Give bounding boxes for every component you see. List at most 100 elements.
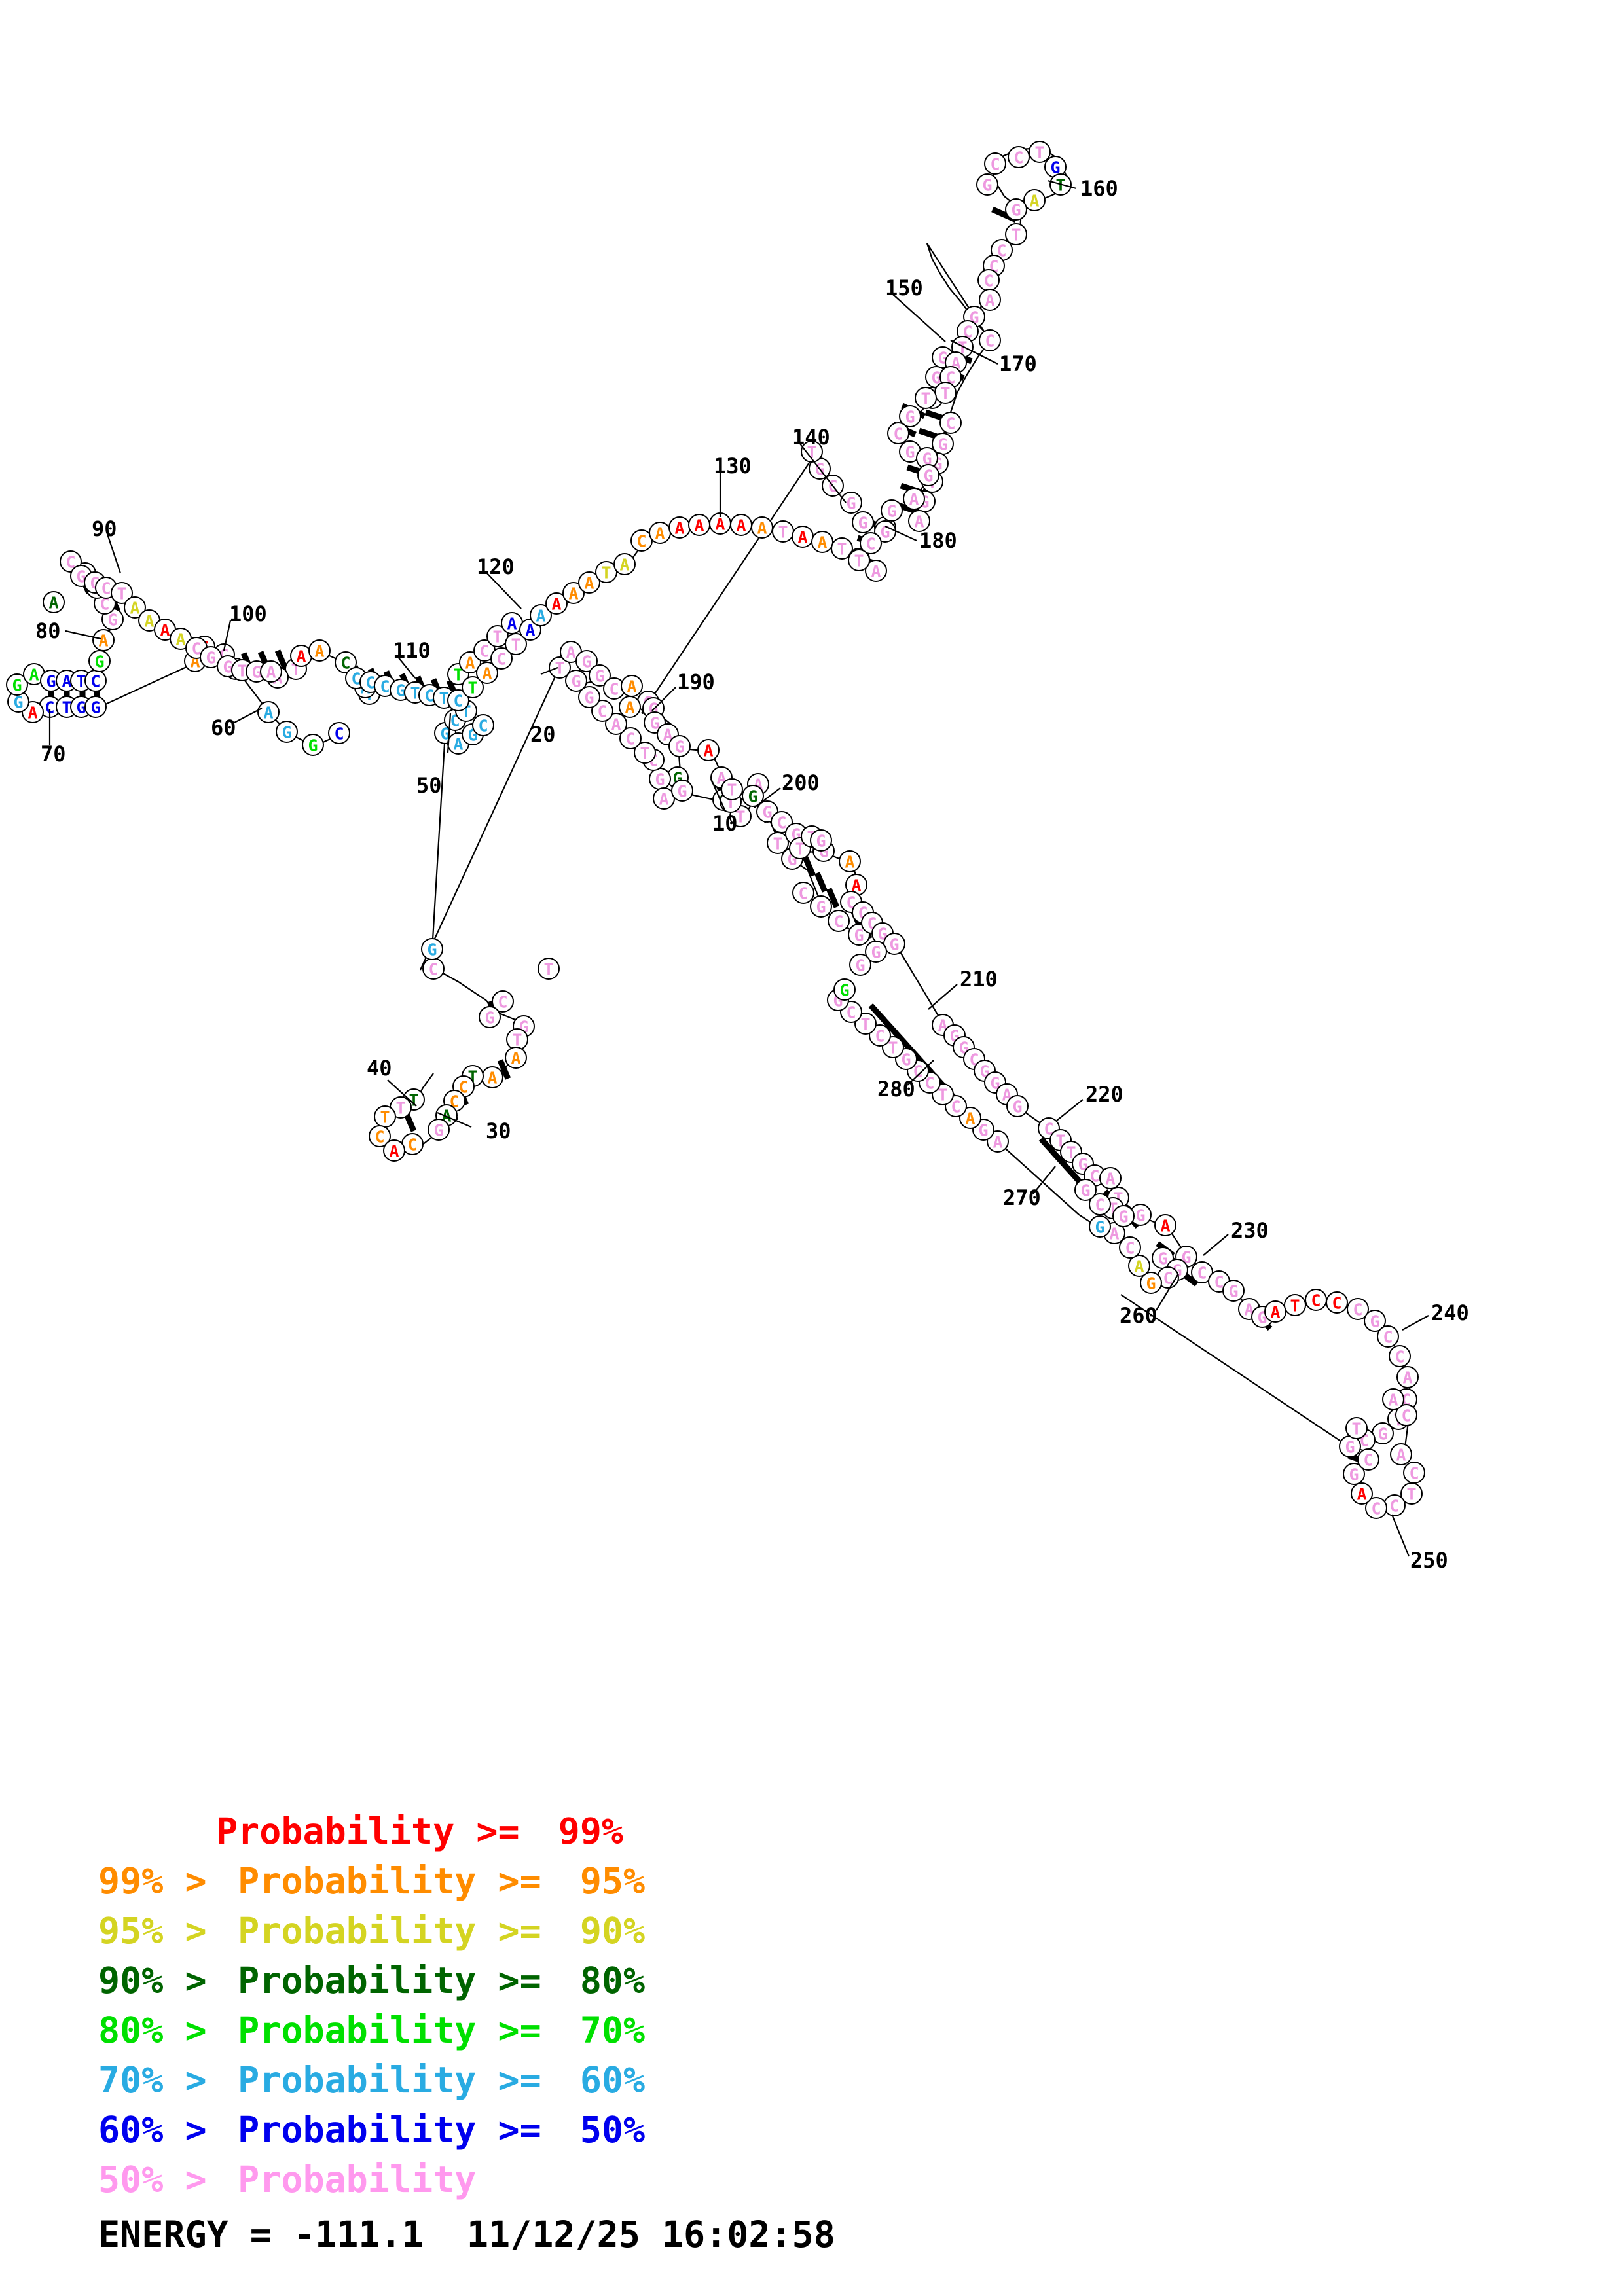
nucleotide-89: A [43,591,65,613]
nucleotide-letter: A [851,876,861,895]
nucleotide-letter: A [1402,1369,1412,1388]
nucleotide-letter: G [1370,1312,1379,1331]
nucleotide-129: A [688,514,710,536]
nucleotide-254: G [1339,1435,1361,1458]
nucleotide-217: G [1006,1095,1029,1117]
svg-text:180: 180 [919,528,957,553]
nucleotide-letter: C [101,579,111,598]
nucleotide-132: A [751,516,773,539]
nucleotide-125: A [613,553,636,575]
probability-legend: Probability >= 99% 99% > Probability >= 9… [0,1806,1623,2204]
nucleotide-255: T [1345,1417,1368,1439]
nucleotide-285: G [833,978,856,1001]
nucleotide-256: C [1395,1404,1417,1426]
nucleotide-letter: C [846,1003,856,1022]
nucleotide-letter: C [453,692,463,711]
nucleotide-letter: G [905,443,915,462]
svg-text:240: 240 [1431,1300,1469,1325]
nucleotide-letter: A [1388,1391,1398,1410]
nucleotide-180: A [903,488,925,510]
nucleotide-183: C [860,532,882,554]
nucleotide-239: C [1377,1325,1399,1348]
nucleotide-letter: G [748,787,757,806]
nucleotide-letter: G [655,770,665,789]
nucleotide-167: A [979,289,1001,311]
legend-row-1: 99% > Probability >= 95% [0,1856,1623,1906]
svg-text:110: 110 [393,638,431,663]
legend-row-0: Probability >= 99% [0,1806,1623,1856]
nucleotide-93: T [111,582,133,604]
nucleotide-letter: A [566,643,575,662]
nucleotide-150: G [932,433,954,455]
nucleotide-letter: C [913,1062,922,1081]
nucleotide-letter: C [1371,1499,1381,1518]
nucleotide-letter: T [467,679,477,698]
nucleotide-61: G [276,721,298,743]
nucleotide-234: T [1284,1294,1306,1316]
nucleotide-letter: A [507,615,517,634]
nucleotide-letter: G [1349,1465,1359,1484]
nucleotide-81: C [84,670,107,692]
nucleotide-letter: C [985,332,994,351]
nucleotide-letter: G [905,408,915,427]
nucleotide-letter: C [1383,1328,1393,1347]
nucleotide-letter: C [478,717,488,736]
nucleotide-letter: G [886,502,896,521]
nucleotide-letter: A [551,595,561,614]
nucleotide-letter: C [636,532,646,551]
legend-left-bound: 50% > [98,2159,207,2200]
nucleotide-letter: C [1363,1451,1373,1470]
nucleotide-letter: G [922,450,932,469]
nucleotide-letter: C [609,680,619,699]
nucleotide-letter: C [479,642,489,661]
legend-probability-text: Probability >= [216,1810,541,1852]
nucleotide-46: G [421,938,443,960]
nucleotide-letter: C [374,1128,384,1147]
nucleotide-letter: A [482,664,492,683]
nucleotide-191: G [668,735,691,757]
nucleotide-16: A [605,713,627,735]
nucleotide-letter: T [453,666,463,685]
nucleotide-252: G [1343,1463,1365,1485]
nucleotide-letter: G [90,698,100,717]
nucleotide-letter: C [983,272,993,291]
nucleotide-95: A [138,609,160,632]
nucleotide-279: C [869,1024,891,1047]
nucleotide-283: G [865,941,887,963]
nucleotide-letter: T [543,960,553,979]
nucleotide-270: A [987,1130,1009,1153]
nucleotide-letter: T [807,443,816,462]
legend-right-bound: 99% [558,1810,624,1852]
nucleotide-letter: C [1044,1120,1053,1139]
nucleotide-letter: T [1351,1420,1361,1439]
nucleotide-258: G [1152,1247,1174,1269]
nucleotide-253: C [1357,1448,1379,1471]
nucleotide-letter: C [380,677,390,696]
nucleotide-118: T [505,633,527,655]
nucleotide-158: G [976,173,998,196]
legend-left-bound: 80% > [98,2009,207,2051]
nucleotide-letter: T [237,662,247,681]
nucleotide-letter: T [555,659,564,678]
nucleotide-173: T [934,382,957,404]
svg-text:50: 50 [416,773,442,798]
nucleotide-letter: A [48,594,58,613]
nucleotide-78: G [40,670,62,692]
nucleotide-letter: T [492,628,502,647]
nucleotide-letter: G [13,693,23,712]
nucleotide-letter: C [945,414,955,433]
nucleotide-letter: C [191,639,201,658]
svg-text:280: 280 [877,1077,915,1102]
nucleotide-1: C [792,882,814,904]
nucleotide-letter: G [1228,1282,1238,1301]
nucleotide-257: A [1382,1388,1404,1410]
nucleotide-186: G [671,780,693,802]
nucleotide-letter: G [982,176,992,195]
nucleotide-104: A [290,645,312,667]
nucleotide-letter: C [951,1098,960,1117]
nucleotide-29: G [479,1006,501,1028]
nucleotide-letter: G [1135,1206,1145,1225]
nucleotide-269: G [1074,1179,1097,1201]
nucleotide-3: C [828,910,850,932]
nucleotide-letter: A [993,1133,1002,1152]
